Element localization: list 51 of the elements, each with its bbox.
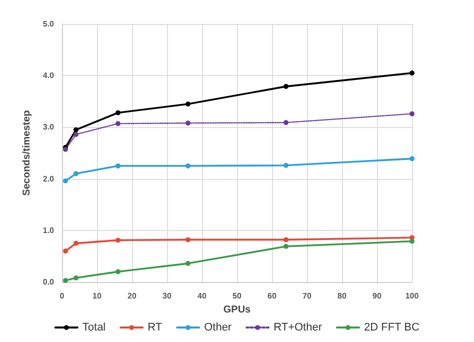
y-tick-label: 1.0 (42, 226, 55, 235)
y-tick-label: 3.0 (42, 122, 55, 132)
point (63, 178, 68, 184)
point (284, 244, 288, 249)
x-tick-label: 90 (372, 292, 382, 300)
x-tick-label: 80 (338, 292, 347, 300)
point (284, 162, 288, 168)
y-tick-label: 0.0 (42, 278, 55, 286)
x-tick-label: 10 (92, 292, 102, 300)
point (74, 132, 78, 137)
point (74, 127, 78, 132)
x-tick-label: 50 (232, 292, 242, 300)
y-tick-label: 5.0 (42, 20, 55, 28)
point (74, 275, 78, 280)
point (186, 260, 190, 266)
point (186, 237, 190, 242)
legend-label: RT+Other (274, 322, 322, 334)
point (410, 238, 414, 244)
point (410, 111, 414, 116)
x-tick-label: 60 (268, 292, 277, 300)
x-axis-title: GPUs (223, 304, 252, 316)
x-tick-label: 40 (198, 292, 207, 300)
legend-label: Other (204, 322, 232, 334)
point (116, 110, 120, 116)
point (116, 163, 120, 168)
point (284, 237, 288, 242)
y-axis-title: Seconds/timestep (21, 110, 32, 196)
x-tick-label: 70 (302, 292, 312, 300)
point (186, 101, 190, 106)
y-tick-label: 2.0 (42, 174, 55, 184)
point (186, 120, 190, 126)
y-tick-label: 4.0 (42, 71, 55, 80)
point (116, 238, 120, 243)
point (410, 70, 414, 76)
legend-label: RT (148, 322, 162, 334)
point (74, 240, 78, 246)
x-tick-label: 100 (405, 292, 420, 300)
point (186, 163, 190, 168)
point (284, 84, 288, 89)
x-tick-label: 0 (60, 292, 65, 300)
point (284, 120, 288, 126)
point (410, 156, 414, 162)
x-tick-label: 30 (162, 292, 172, 300)
legend-label: Total (82, 322, 106, 334)
x-tick-label: 20 (128, 292, 137, 300)
point (63, 248, 68, 254)
point (63, 278, 68, 283)
legend-label: 2D FFT BC (364, 322, 420, 334)
point (116, 269, 120, 274)
point (74, 171, 78, 176)
point (116, 121, 120, 126)
